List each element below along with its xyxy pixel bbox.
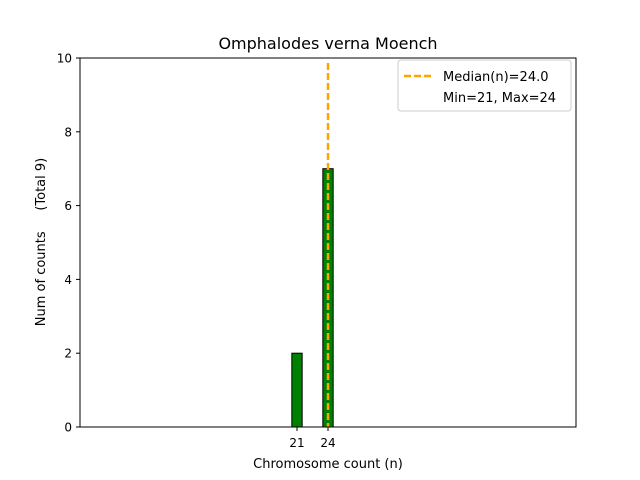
legend-box [397,59,572,112]
y-tick-label: 8 [64,125,72,139]
bar-21 [291,352,303,428]
legend-entry-minmax: Min=21, Max=24 [443,91,556,106]
y-tick-label: 6 [64,199,72,213]
legend-entry-median: Median(n)=24.0 [443,70,549,85]
x-axis-ticks: 21 24 [289,427,336,450]
y-tick-label: 4 [64,273,72,287]
chart-title: Omphalodes verna Moench [218,34,437,53]
y-tick-label: 2 [64,347,72,361]
y-axis-label: Num of counts (Total 9) [34,158,49,326]
x-axis-label: Chromosome count (n) [253,457,403,472]
x-tick-label: 21 [289,436,304,450]
x-tick-label: 24 [320,436,335,450]
y-axis-ticks: 0 2 4 6 8 10 [57,52,80,435]
y-tick-label: 0 [64,421,72,435]
y-tick-label: 10 [57,52,72,66]
legend: Median(n)=24.0 Min=21, Max=24 [397,59,572,112]
